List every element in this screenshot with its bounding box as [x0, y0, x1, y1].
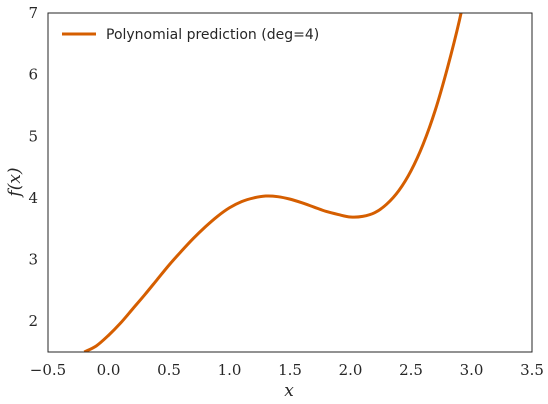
x-tick-label: 2.0 — [339, 361, 363, 379]
series-line-0 — [83, 13, 463, 352]
y-tick-label: 7 — [28, 4, 38, 22]
legend: Polynomial prediction (deg=4) — [62, 27, 319, 43]
y-tick-label: 4 — [28, 189, 38, 207]
x-tick-label: 0.5 — [157, 361, 181, 379]
y-tick-label: 2 — [28, 312, 38, 330]
plot-frame — [47, 12, 533, 353]
x-axis-label: x — [284, 381, 294, 401]
x-tick-label: 1.5 — [278, 361, 302, 379]
y-axis-ticks: 2 3 4 5 6 7 — [28, 4, 38, 330]
x-tick-label: 2.5 — [399, 361, 423, 379]
x-axis-ticks: −0.5 0.0 0.5 1.0 1.5 2.0 2.5 3.0 3.5 — [30, 361, 544, 379]
y-tick-label: 6 — [28, 66, 38, 84]
y-axis-label: f(x) — [5, 167, 25, 198]
x-tick-label: −0.5 — [30, 361, 66, 379]
x-tick-label: 3.0 — [460, 361, 484, 379]
x-tick-label: 3.5 — [520, 361, 544, 379]
x-tick-label: 0.0 — [97, 361, 121, 379]
y-tick-label: 5 — [28, 127, 38, 145]
plot-area — [83, 13, 463, 352]
x-tick-label: 1.0 — [218, 361, 242, 379]
y-tick-label: 3 — [28, 251, 38, 269]
legend-label: Polynomial prediction (deg=4) — [106, 27, 319, 43]
